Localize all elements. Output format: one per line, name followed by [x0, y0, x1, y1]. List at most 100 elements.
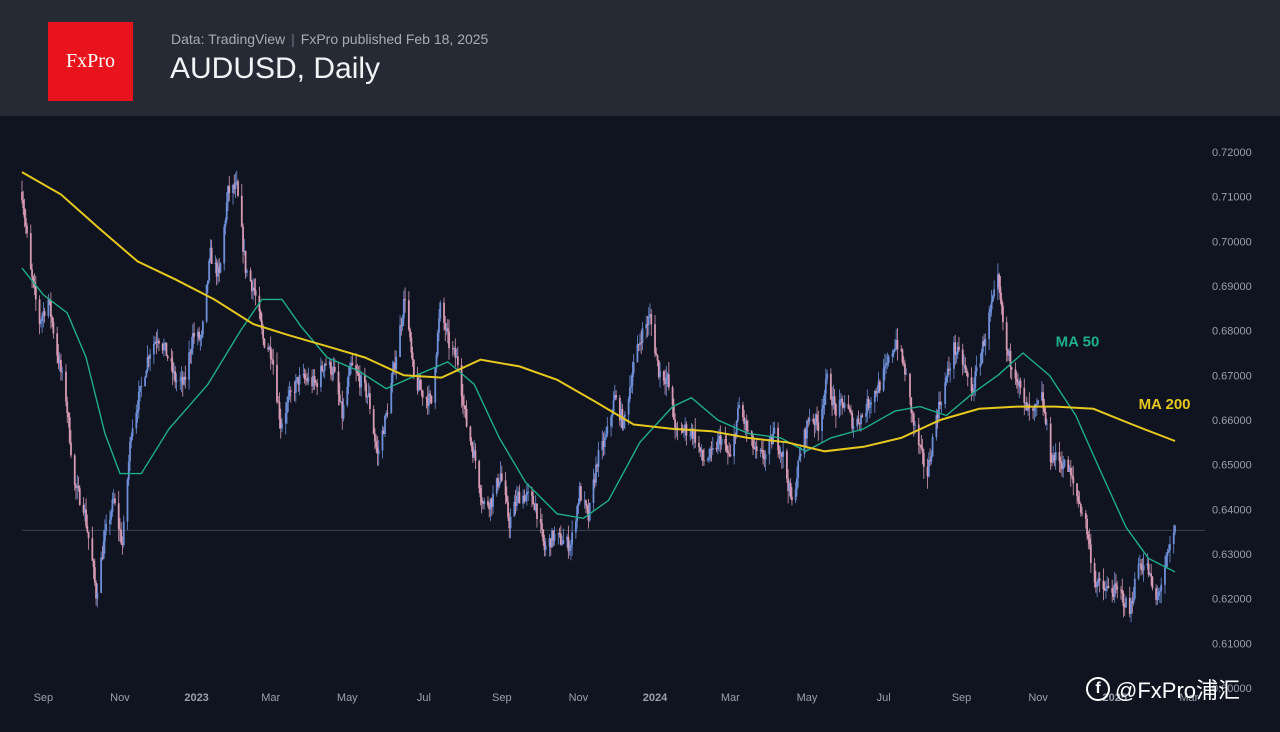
candle-body	[66, 401, 69, 414]
candle-body	[958, 346, 960, 350]
y-tick-label: 0.68000	[1212, 326, 1252, 338]
candle-body	[244, 250, 247, 273]
candle-body	[937, 401, 940, 419]
x-tick-label: Sep	[492, 692, 512, 704]
candle-body	[263, 338, 266, 348]
candle-body	[798, 456, 801, 461]
chart-svg[interactable]: 0.72000 0.71000 0.70000 0.69000 0.68000 0.670…	[0, 116, 1280, 732]
candle-body	[1089, 544, 1092, 564]
candle-body	[1040, 392, 1043, 401]
y-tick-label: 0.65000	[1212, 460, 1252, 472]
candle-body	[287, 396, 290, 403]
candle-body	[833, 396, 836, 405]
candle-body	[1112, 592, 1115, 597]
candle-body	[613, 394, 616, 401]
candle-body	[716, 439, 719, 450]
y-tick-label: 0.62000	[1212, 594, 1252, 606]
candle-body	[649, 314, 651, 317]
candle-body	[812, 418, 815, 422]
candle-body	[708, 458, 710, 460]
candle-body	[870, 402, 872, 405]
candle-body	[659, 371, 661, 378]
candle-body	[288, 390, 291, 397]
candle-body	[1156, 595, 1159, 601]
candle-body	[430, 395, 433, 403]
candle-body	[1164, 567, 1166, 585]
candle-body	[552, 530, 555, 541]
candle-body	[585, 500, 587, 506]
candle-body	[131, 428, 134, 437]
candle-body	[949, 368, 952, 371]
candle-body	[602, 440, 605, 447]
candle-body	[586, 505, 589, 509]
candle-body	[372, 408, 375, 434]
candle-body	[904, 363, 906, 375]
candle-body	[806, 420, 808, 439]
candle-body	[873, 391, 876, 403]
candle-body	[1106, 586, 1109, 588]
candle-body	[909, 373, 911, 398]
candle-body	[559, 533, 562, 545]
candle-body	[939, 401, 942, 405]
ma50-label: MA 50	[1056, 333, 1100, 350]
candle-body	[813, 421, 816, 426]
candle-body	[788, 483, 791, 491]
candle-body	[342, 405, 345, 419]
candle-body	[799, 453, 802, 457]
candle-body	[109, 519, 111, 524]
candle-body	[840, 398, 842, 400]
candle-body	[333, 366, 336, 372]
candle-body	[905, 373, 908, 375]
candle-body	[357, 373, 360, 376]
candle-body	[531, 491, 533, 496]
candle-body	[105, 523, 108, 531]
candle-body	[1113, 583, 1116, 597]
candle-body	[193, 333, 195, 337]
candle-body	[184, 376, 187, 380]
candle-body	[725, 444, 728, 451]
candle-body	[31, 269, 33, 277]
candle-body	[399, 325, 401, 358]
candle-body	[961, 349, 964, 365]
y-tick-label: 0.61000	[1212, 638, 1252, 650]
candle-body	[595, 464, 597, 483]
candle-body	[956, 346, 959, 355]
candle-body	[777, 427, 780, 451]
candle-body	[773, 427, 776, 434]
candle-body	[983, 340, 985, 346]
candle-body	[753, 447, 756, 449]
candle-body	[464, 405, 467, 410]
candle-body	[1102, 580, 1105, 590]
candle-body	[34, 287, 37, 300]
candle-body	[117, 503, 120, 529]
candle-body	[1078, 501, 1081, 505]
candle-body	[347, 375, 350, 387]
candle-body	[1132, 598, 1135, 604]
candle-body	[693, 429, 695, 439]
candle-body	[610, 416, 612, 427]
candle-body	[200, 334, 203, 338]
candle-body	[1160, 584, 1163, 592]
candle-body	[940, 404, 943, 406]
y-tick-label: 0.60000	[1212, 683, 1252, 695]
candle-body	[900, 349, 903, 351]
candle-body	[930, 456, 933, 462]
price-chart[interactable]: 0.72000 0.71000 0.70000 0.69000 0.68000 0.670…	[0, 116, 1280, 732]
candle-body	[834, 404, 837, 416]
candle-body	[497, 478, 499, 487]
fxpro-logo: FxPro	[48, 22, 133, 101]
candle-body	[1148, 573, 1151, 575]
candle-body	[306, 379, 309, 382]
candle-body	[917, 424, 920, 445]
candle-body	[376, 447, 379, 454]
candle-body	[852, 426, 855, 429]
candle-body	[498, 482, 501, 487]
candle-body	[902, 362, 905, 364]
candle-body	[850, 410, 852, 414]
candle-body	[549, 538, 552, 548]
candle-body	[569, 544, 572, 549]
candle-body	[785, 451, 788, 479]
candle-body	[369, 393, 371, 409]
candle-body	[161, 343, 164, 351]
candle-body	[772, 433, 774, 445]
